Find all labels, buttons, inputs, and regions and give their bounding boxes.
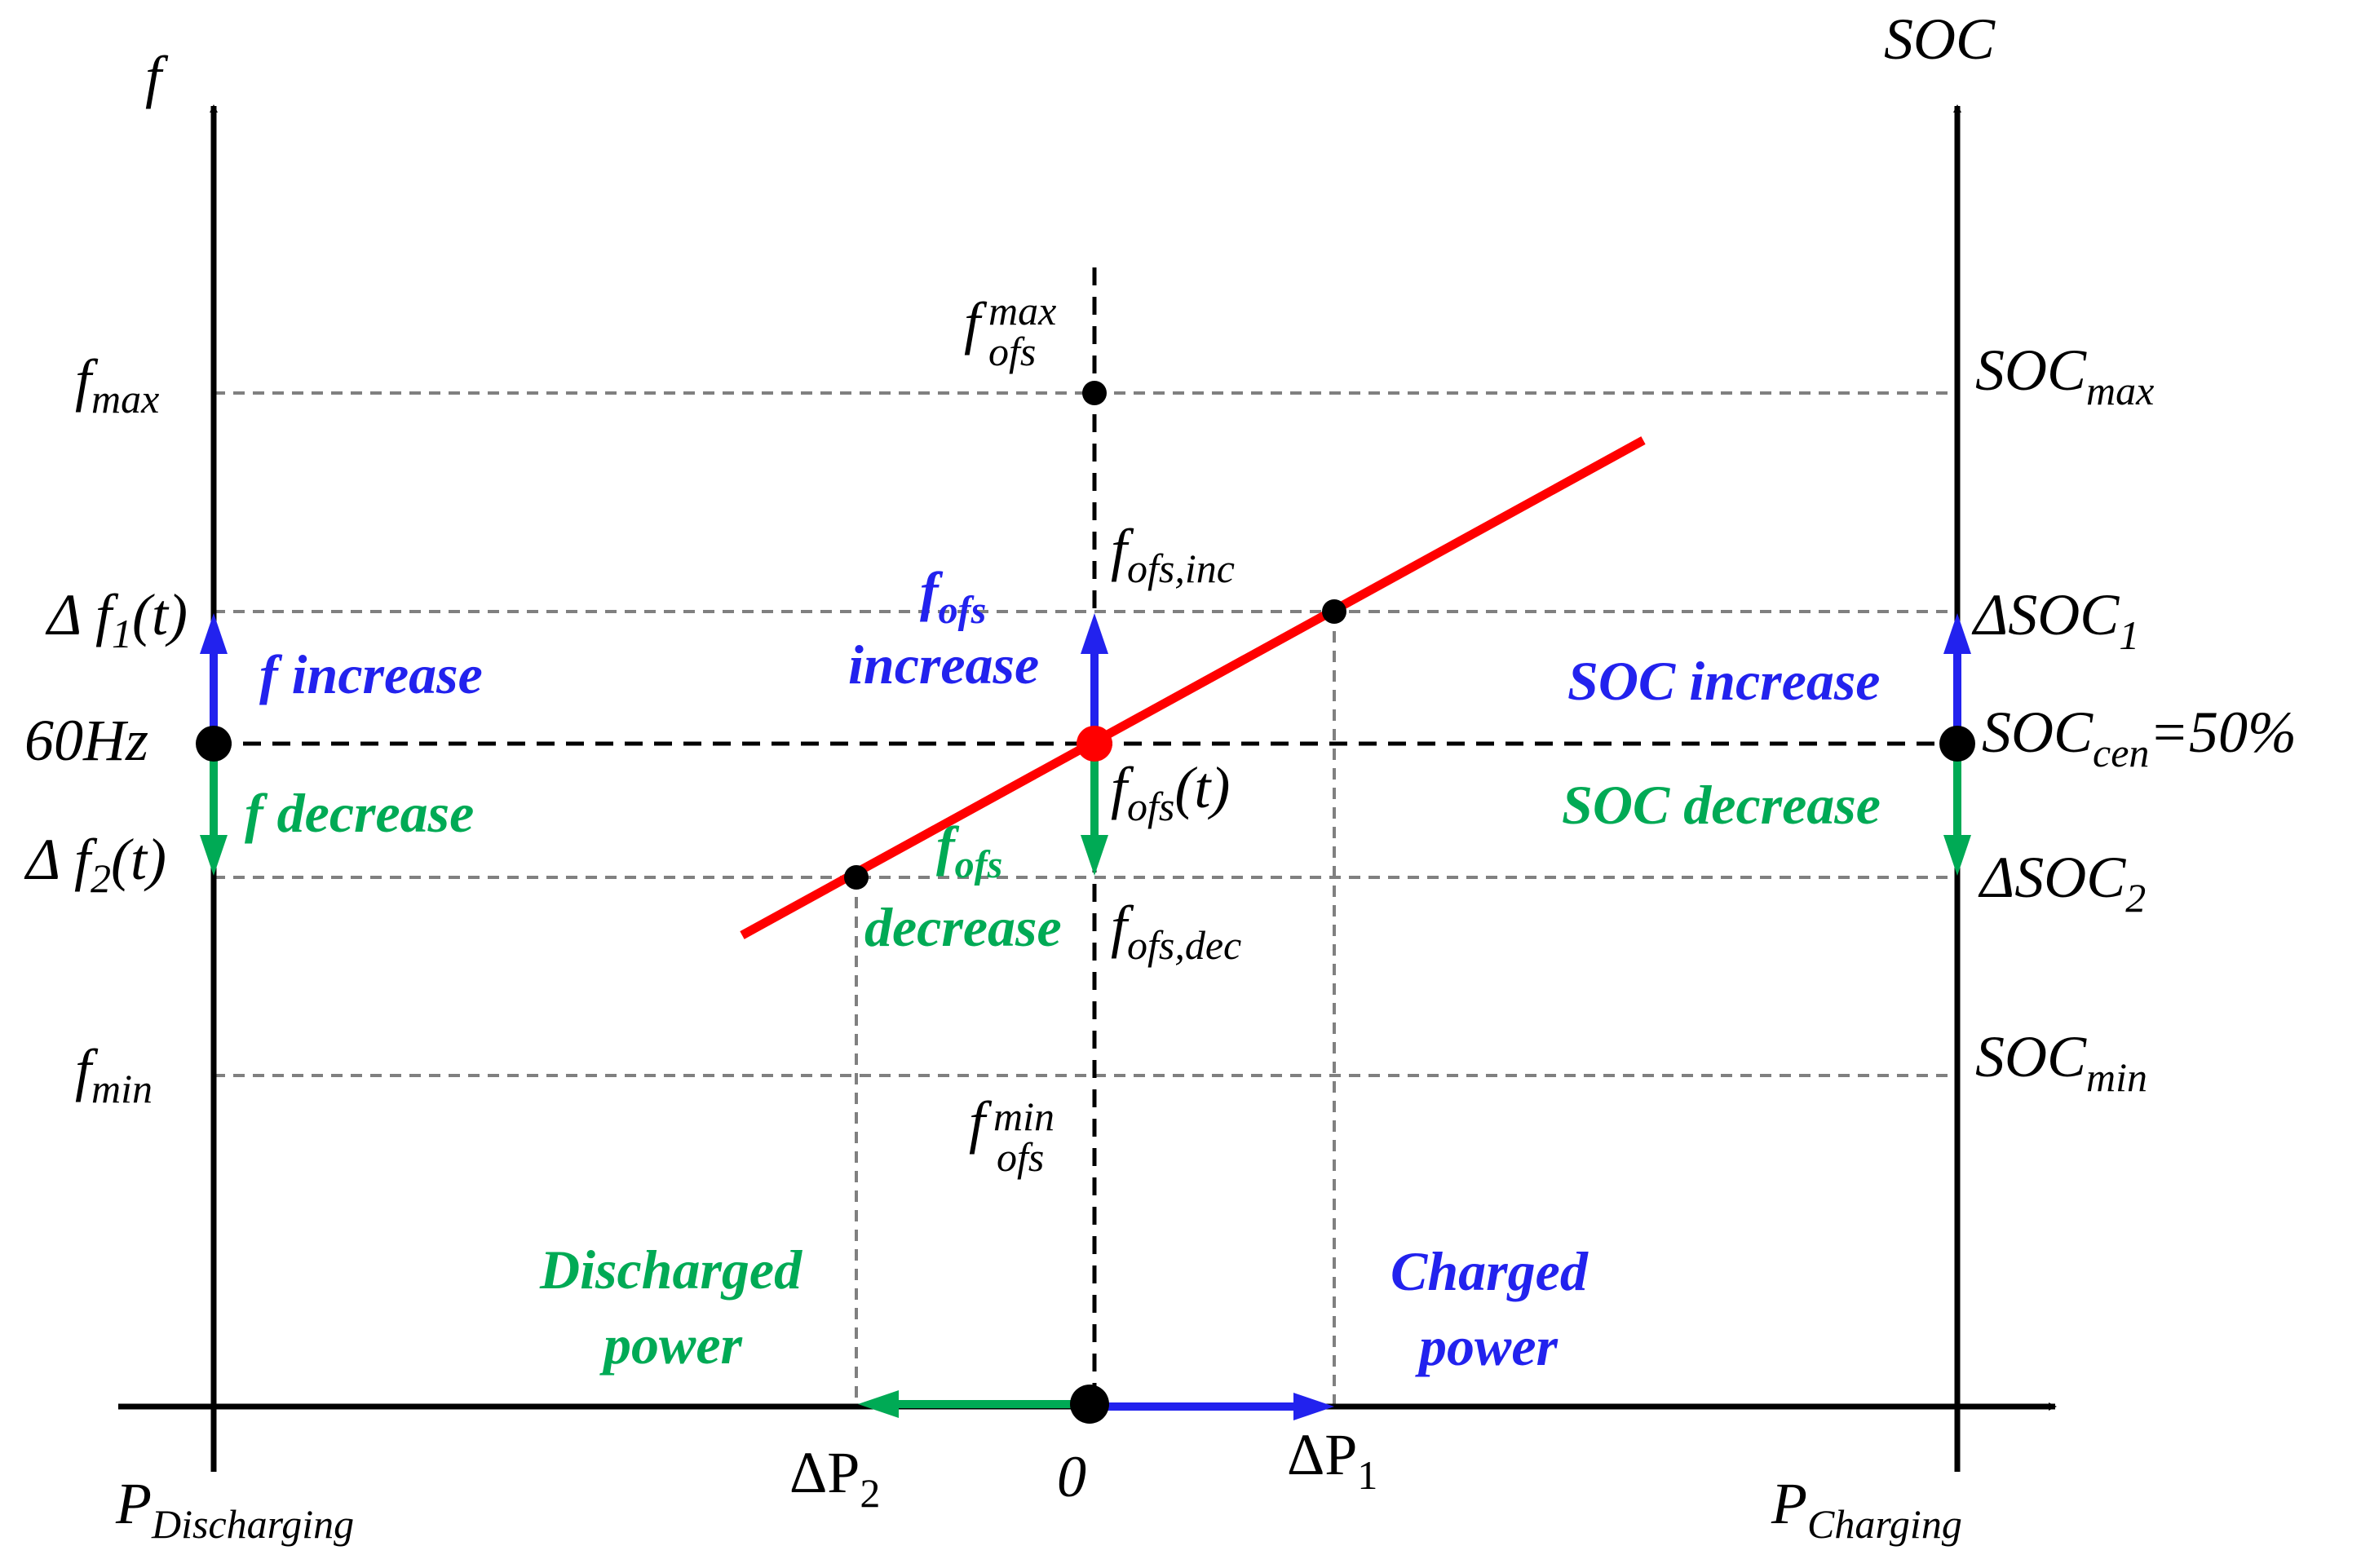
label-fofs-dec: fofs,dec: [1111, 894, 1241, 968]
svg-text:f: f: [969, 1089, 993, 1155]
colored-arrows: [200, 613, 1971, 1420]
fofs-max-point: [1082, 381, 1107, 405]
annotation-soc-increase: SOC increase: [1567, 650, 1880, 712]
charged-power-arrow: [1101, 1393, 1334, 1420]
annotation-fofs-decrease-f: fofs: [936, 815, 1002, 886]
origin-point: [1070, 1385, 1109, 1424]
label-fofs-min: f min ofs: [969, 1089, 1054, 1180]
label-p-discharging: PDischarging: [115, 1471, 354, 1547]
annotation-charged-power: power: [1415, 1315, 1559, 1377]
label-dsoc2: ΔSOC2: [1978, 845, 2146, 921]
label-df1: Δ f1(t): [45, 582, 188, 656]
guide-lines: [214, 391, 1957, 1407]
discharged-power-arrow: [858, 1390, 1089, 1418]
label-dp1: ΔP1: [1287, 1422, 1377, 1498]
soc-increase-arrow: [1943, 613, 1971, 738]
f-decrease-arrow: [200, 750, 228, 876]
annotation-fofs-decrease-word: decrease: [864, 896, 1062, 958]
annotation-discharged: Discharged: [539, 1239, 802, 1301]
annotation-f-decrease: f decrease: [245, 782, 474, 844]
label-fofs-t: fofs(t): [1111, 755, 1230, 829]
svg-text:f: f: [964, 290, 988, 356]
label-fmax: fmax: [75, 347, 159, 422]
label-fofs-max: f max ofs: [964, 288, 1056, 374]
f-increase-arrow: [200, 613, 228, 738]
svg-text:ofs: ofs: [988, 329, 1036, 374]
left-center-point: [196, 726, 232, 762]
annotation-fofs-increase-f: fofs: [920, 560, 986, 632]
soc-decrease-arrow: [1943, 750, 1971, 876]
fofs-increase-arrow: [1081, 613, 1108, 738]
label-soc-min: SOCmin: [1975, 1024, 2147, 1100]
fofs-decrease-arrow: [1081, 750, 1108, 876]
annotation-fofs-increase-word: increase: [848, 634, 1039, 696]
dp2-droop-point: [844, 865, 869, 890]
svg-text:min: min: [993, 1093, 1054, 1139]
svg-text:max: max: [988, 288, 1056, 333]
annotation-discharged-power: power: [599, 1314, 743, 1376]
label-fofs-inc: fofs,inc: [1111, 517, 1235, 591]
points: [196, 381, 1975, 1424]
annotation-soc-decrease: SOC decrease: [1562, 774, 1881, 836]
svg-text:ofs: ofs: [997, 1134, 1044, 1180]
dp1-droop-point: [1322, 599, 1346, 624]
label-fmin: fmin: [75, 1037, 153, 1111]
label-df2: Δ f2(t): [24, 827, 166, 901]
label-60hz: 60Hz: [24, 708, 148, 773]
left-axis-var: f: [145, 44, 169, 109]
label-dp2: ΔP2: [789, 1440, 880, 1516]
label-soc-max: SOCmax: [1975, 338, 2154, 413]
label-soc-cen: SOCcen=50%: [1982, 700, 2297, 775]
right-center-point: [1939, 726, 1975, 762]
label-zero: 0: [1057, 1444, 1086, 1509]
right-axis-var: SOC: [1884, 7, 1996, 72]
label-dsoc1: ΔSOC1: [1971, 582, 2139, 658]
center-droop-point: [1077, 726, 1112, 762]
annotation-f-increase: f increase: [259, 643, 483, 705]
annotation-charged: Charged: [1391, 1240, 1589, 1302]
droop-line: [740, 436, 1646, 939]
label-p-charging: PCharging: [1771, 1471, 1962, 1547]
